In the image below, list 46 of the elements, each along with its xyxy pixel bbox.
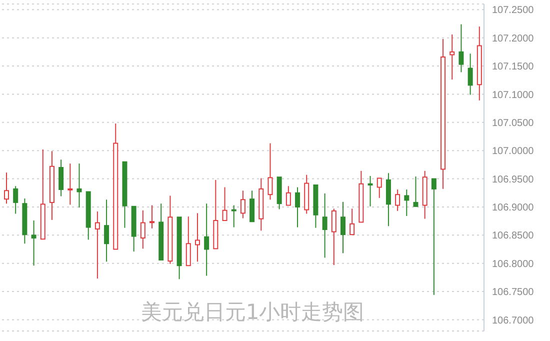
y-tick-label: 107.0500 (492, 118, 534, 129)
candlestick (222, 186, 228, 221)
candlestick (286, 186, 291, 206)
y-tick-label: 106.9500 (492, 174, 534, 186)
text: 美元兑日元1小时走势图 (140, 300, 364, 324)
candlestick (250, 190, 255, 222)
y-tick-label: 107.1000 (492, 90, 534, 101)
y-tick-label: 106.7000 (492, 315, 534, 326)
candlestick (76, 163, 82, 208)
candlestick (268, 142, 273, 200)
y-tick-label: 107.2000 (492, 33, 534, 44)
candlestick (331, 208, 336, 266)
candlestick (194, 212, 200, 262)
candlestick (458, 24, 464, 73)
y-tick-label: 106.8000 (492, 258, 534, 270)
candlestick (322, 192, 328, 258)
candlestick (350, 208, 355, 236)
candlestick (450, 34, 455, 80)
candlestick (140, 210, 146, 250)
candlestick (295, 186, 300, 228)
candlestick (376, 178, 382, 198)
candlestick (395, 188, 400, 212)
candlestick (240, 190, 246, 219)
candlestick (58, 159, 64, 197)
candlestick (186, 216, 191, 266)
candlestick (231, 204, 236, 228)
y-tick-label: 106.7500 (492, 287, 534, 298)
candlestick (468, 53, 473, 96)
candlestick (68, 163, 73, 206)
candlestick (413, 176, 418, 208)
candlestick (104, 199, 110, 262)
candlestick (150, 204, 155, 229)
y-tick-label: 107.1500 (492, 62, 534, 73)
y-tick-label: 107.0000 (492, 146, 534, 158)
candlestick (368, 175, 373, 207)
candlestick (404, 188, 410, 216)
candlestick (13, 186, 18, 214)
candlestick (340, 201, 346, 254)
candlestick (431, 178, 436, 296)
candlestick (94, 210, 100, 280)
y-tick-label: 106.8500 (492, 230, 534, 242)
candlestick (4, 172, 9, 204)
candlestick (31, 220, 36, 266)
y-tick-label: 106.9000 (492, 202, 534, 214)
y-tick-label: 107.2500 (492, 5, 534, 16)
candlestick (204, 203, 210, 276)
